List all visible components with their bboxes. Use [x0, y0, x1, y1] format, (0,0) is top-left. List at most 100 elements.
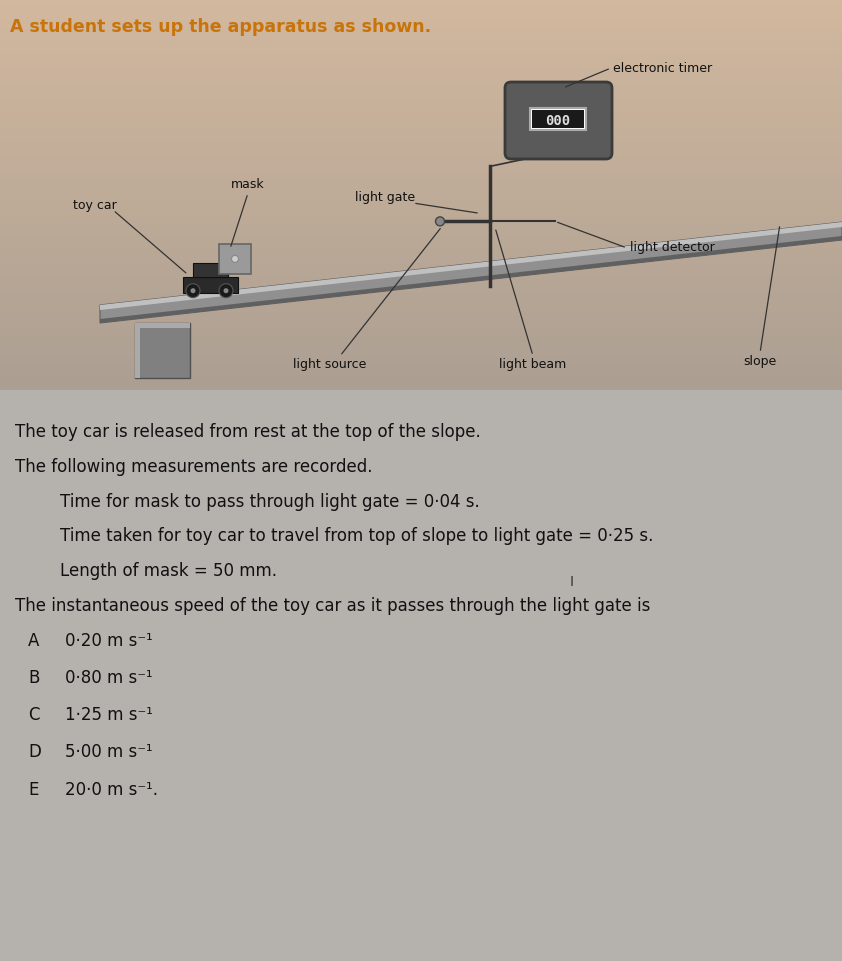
Bar	[0, 229, 842, 235]
Bar	[0, 341, 842, 347]
Text: The following measurements are recorded.: The following measurements are recorded.	[15, 457, 372, 476]
Bar	[135, 323, 190, 328]
Text: toy car: toy car	[73, 199, 117, 211]
Bar	[0, 287, 842, 293]
Polygon shape	[100, 222, 842, 310]
Bar	[0, 317, 842, 323]
Bar	[0, 209, 842, 215]
Circle shape	[219, 283, 233, 298]
Bar	[0, 14, 842, 20]
Bar	[0, 87, 842, 93]
Bar	[0, 10, 842, 15]
Bar	[0, 39, 842, 45]
Bar	[0, 297, 842, 304]
Text: C: C	[28, 706, 40, 725]
Bar	[0, 205, 842, 210]
Bar	[0, 259, 842, 264]
Circle shape	[223, 288, 228, 293]
Bar	[0, 44, 842, 50]
Bar	[0, 365, 842, 372]
Text: Time for mask to pass through light gate = 0·04 s.: Time for mask to pass through light gate…	[60, 493, 480, 510]
Bar	[0, 54, 842, 60]
Bar	[219, 244, 251, 274]
Bar	[530, 108, 586, 130]
Bar	[0, 97, 842, 104]
Bar	[0, 19, 842, 25]
Text: The instantaneous speed of the toy car as it passes through the light gate is: The instantaneous speed of the toy car a…	[15, 597, 650, 615]
Bar	[532, 110, 584, 128]
Bar	[0, 103, 842, 109]
Bar	[0, 171, 842, 177]
Bar	[0, 385, 842, 391]
Bar	[0, 351, 842, 357]
Text: light beam: light beam	[499, 358, 567, 371]
Bar	[0, 35, 842, 40]
FancyBboxPatch shape	[505, 82, 612, 159]
Bar	[0, 332, 842, 337]
Bar	[0, 24, 842, 30]
Bar	[0, 141, 842, 147]
Text: 0·20 m s⁻¹: 0·20 m s⁻¹	[65, 631, 152, 650]
Bar	[0, 239, 842, 245]
Bar	[0, 360, 842, 367]
Text: light detector: light detector	[630, 241, 715, 255]
Bar	[0, 376, 842, 382]
Text: mask: mask	[232, 179, 265, 191]
Bar	[0, 381, 842, 386]
Bar	[0, 234, 842, 240]
Bar	[0, 49, 842, 55]
Bar	[0, 73, 842, 79]
Circle shape	[435, 217, 445, 226]
Text: 5·00 m s⁻¹: 5·00 m s⁻¹	[65, 744, 152, 761]
Bar	[0, 356, 842, 361]
Bar	[0, 336, 842, 342]
Bar	[0, 224, 842, 230]
Bar	[0, 83, 842, 88]
Bar	[0, 117, 842, 123]
Bar	[0, 283, 842, 288]
Bar	[0, 200, 842, 206]
Bar	[0, 160, 842, 167]
Text: light source: light source	[293, 358, 366, 371]
Bar	[0, 136, 842, 142]
Text: Time taken for toy car to travel from top of slope to light gate = 0·25 s.: Time taken for toy car to travel from to…	[60, 528, 653, 546]
Bar	[135, 323, 140, 378]
Text: I: I	[570, 575, 574, 589]
Text: Length of mask = 50 mm.: Length of mask = 50 mm.	[60, 562, 277, 580]
Bar	[0, 322, 842, 328]
Text: A: A	[28, 631, 40, 650]
Bar	[0, 190, 842, 196]
Bar	[0, 254, 842, 259]
Bar	[193, 262, 228, 277]
Polygon shape	[100, 236, 842, 323]
Bar	[0, 112, 842, 118]
Bar	[0, 151, 842, 157]
Bar	[0, 122, 842, 128]
Text: 1·25 m s⁻¹: 1·25 m s⁻¹	[65, 706, 153, 725]
Bar	[0, 156, 842, 161]
Bar	[0, 268, 842, 274]
Bar	[135, 323, 190, 378]
Bar	[0, 63, 842, 69]
Polygon shape	[100, 222, 842, 323]
Bar	[0, 278, 842, 283]
Bar	[0, 195, 842, 201]
Bar	[0, 273, 842, 279]
Bar	[0, 346, 842, 352]
Bar	[0, 303, 842, 308]
Bar	[183, 277, 238, 293]
Bar	[0, 244, 842, 250]
Bar	[0, 263, 842, 269]
Bar	[0, 0, 842, 6]
Bar	[0, 390, 842, 961]
Text: electronic timer: electronic timer	[613, 62, 712, 75]
Text: 000: 000	[546, 114, 571, 128]
Bar	[0, 146, 842, 152]
Bar	[0, 176, 842, 182]
Bar	[0, 127, 842, 133]
Circle shape	[186, 283, 200, 298]
Bar	[0, 92, 842, 98]
Circle shape	[190, 288, 195, 293]
Bar	[0, 78, 842, 84]
Text: 20·0 m s⁻¹.: 20·0 m s⁻¹.	[65, 780, 158, 799]
